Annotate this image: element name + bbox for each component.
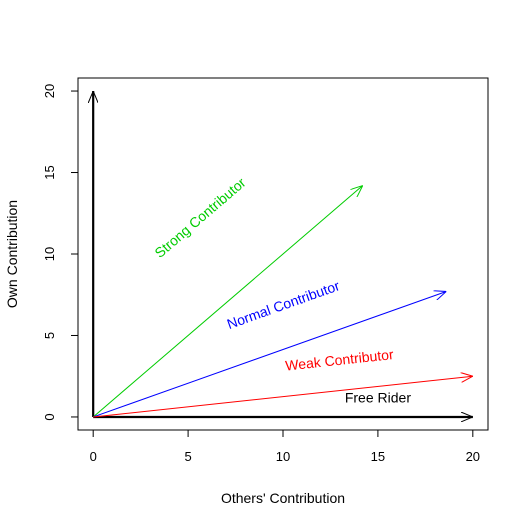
vector-normal-contributor bbox=[93, 291, 446, 418]
x-axis: 0 5 10 15 20 bbox=[90, 429, 480, 464]
x-tick-label-20: 20 bbox=[466, 449, 480, 464]
x-tick-label-10: 10 bbox=[276, 449, 290, 464]
label-strong-contributor: Strong Contributor bbox=[151, 174, 248, 261]
x-tick-label-15: 15 bbox=[371, 449, 385, 464]
y-axis-title: Own Contribution bbox=[4, 200, 20, 308]
vector-weak-contributor bbox=[93, 376, 473, 418]
x-axis-title: Others' Contribution bbox=[221, 490, 345, 506]
label-weak-contributor: Weak Contributor bbox=[285, 346, 395, 374]
y-tick-label-20: 20 bbox=[42, 84, 57, 98]
vector-labels: Strong Contributor Normal Contributor Weak… bbox=[151, 174, 411, 405]
y-tick-label-15: 15 bbox=[42, 165, 57, 179]
vectors bbox=[93, 91, 473, 417]
label-normal-contributor: Normal Contributor bbox=[225, 277, 342, 332]
y-tick-label-10: 10 bbox=[42, 247, 57, 261]
x-tick-label-0: 0 bbox=[90, 449, 97, 464]
y-tick-label-0: 0 bbox=[42, 413, 57, 420]
x-tick-label-5: 5 bbox=[184, 449, 191, 464]
vector-strong-contributor bbox=[92, 186, 363, 418]
y-axis: 0 5 10 15 20 bbox=[42, 84, 79, 421]
y-tick-label-5: 5 bbox=[42, 332, 57, 339]
label-free-rider: Free Rider bbox=[345, 389, 411, 405]
